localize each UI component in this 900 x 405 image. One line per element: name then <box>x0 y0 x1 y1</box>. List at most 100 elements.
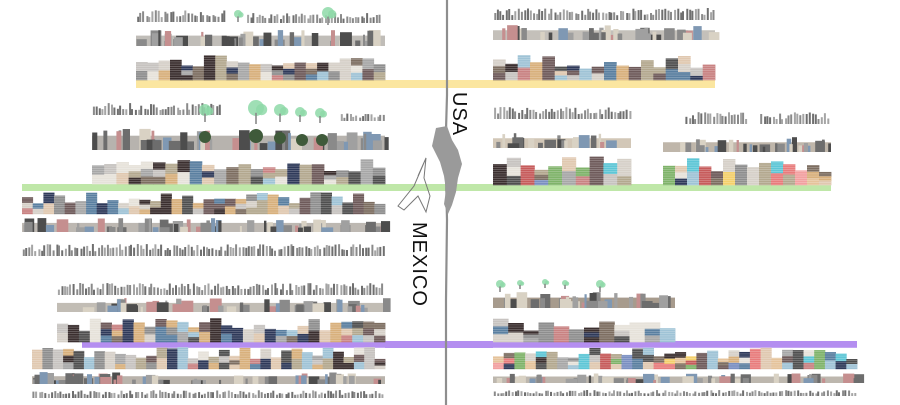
hatch-line <box>722 392 725 396</box>
hatch-line <box>706 8 709 20</box>
photo-detail <box>259 143 268 150</box>
hatch-line <box>112 247 115 256</box>
hatch-line <box>98 108 101 115</box>
hatch-line <box>175 285 177 295</box>
color-block <box>493 59 506 67</box>
color-block <box>846 359 858 365</box>
color-block <box>158 70 171 81</box>
hatch-line <box>280 19 282 23</box>
photo-detail <box>363 34 365 46</box>
se-sketch-low <box>493 390 857 396</box>
hatch-line <box>842 390 845 396</box>
hatch-line <box>363 17 365 23</box>
color-block <box>201 177 215 185</box>
photo-detail <box>372 140 382 150</box>
hatch-line <box>179 110 182 115</box>
photo-detail <box>363 131 372 150</box>
photo-detail <box>264 299 270 312</box>
color-block <box>702 64 716 81</box>
color-block <box>554 71 568 76</box>
stripe-line <box>92 174 385 176</box>
tree-trunk <box>519 284 521 289</box>
tree-icon <box>496 280 506 292</box>
color-block <box>128 165 142 172</box>
color-block <box>133 322 145 343</box>
stripe-line <box>493 333 675 334</box>
hatch-line <box>328 245 331 256</box>
hatch-line <box>628 13 631 20</box>
hatch-line <box>602 12 605 20</box>
hatch-line <box>321 288 324 295</box>
photo-detail <box>578 135 590 148</box>
strip-e-mid <box>663 156 832 186</box>
hatch-line <box>521 110 524 119</box>
hatch-line <box>790 391 793 396</box>
hatch-line <box>515 391 517 396</box>
hatch-line <box>376 247 379 256</box>
hatch-line <box>108 283 111 295</box>
color-block <box>579 74 592 81</box>
color-block <box>717 358 729 363</box>
stripe-line <box>493 70 715 71</box>
hatch-line <box>278 249 281 256</box>
stripe-line <box>493 349 857 350</box>
hatch-line <box>319 288 322 295</box>
photo-detail <box>807 145 811 152</box>
hatch-line <box>204 285 207 295</box>
color-block <box>642 361 654 370</box>
color-block <box>503 363 515 370</box>
color-block <box>664 363 676 370</box>
photo-detail <box>313 219 321 232</box>
photo-detail <box>601 30 611 40</box>
photo-detail <box>218 220 222 232</box>
hatch-line <box>216 106 219 115</box>
color-block <box>260 348 272 360</box>
hatch-line <box>72 391 74 398</box>
hatch-line <box>764 116 767 124</box>
color-block <box>155 326 167 335</box>
color-block <box>199 322 211 333</box>
hatch-line <box>369 17 372 23</box>
stripe-line <box>663 158 831 159</box>
hatch-line <box>616 391 619 396</box>
color-block <box>353 354 365 363</box>
hatch-line <box>634 11 637 20</box>
hatch-line <box>163 288 166 295</box>
photo-detail <box>232 138 243 150</box>
color-block <box>696 352 708 370</box>
hatch-line <box>378 14 381 23</box>
hatch-line <box>133 284 135 295</box>
stripe-line <box>663 173 831 175</box>
hatch-line <box>166 289 169 295</box>
hatch-line <box>505 391 508 396</box>
photo-detail <box>209 298 222 312</box>
color-block <box>155 319 167 327</box>
color-block <box>514 352 526 370</box>
hatch-line <box>601 114 604 119</box>
color-block <box>150 207 162 215</box>
hatch-line <box>297 286 300 295</box>
hatch-line <box>108 392 111 398</box>
border-fence-silhouette <box>432 126 462 214</box>
photo-detail <box>853 378 859 383</box>
hatch-line <box>556 14 559 20</box>
hatch-line <box>173 245 176 256</box>
color-block <box>374 329 386 336</box>
photo-detail <box>118 218 124 232</box>
hatch-line <box>99 289 102 295</box>
hatch-line <box>680 12 683 20</box>
hatch-line <box>113 392 116 398</box>
color-block <box>100 322 112 330</box>
hatch-line <box>77 391 80 398</box>
color-block <box>218 362 230 370</box>
hatch-line <box>249 286 252 295</box>
hatch-line <box>361 285 363 295</box>
photo-detail <box>159 227 170 232</box>
color-block <box>330 322 342 343</box>
color-block <box>250 358 261 365</box>
photo-detail <box>238 37 243 46</box>
stripe-line <box>22 207 385 208</box>
color-block <box>336 177 349 185</box>
photo-detail <box>50 380 62 384</box>
color-block <box>249 64 261 81</box>
